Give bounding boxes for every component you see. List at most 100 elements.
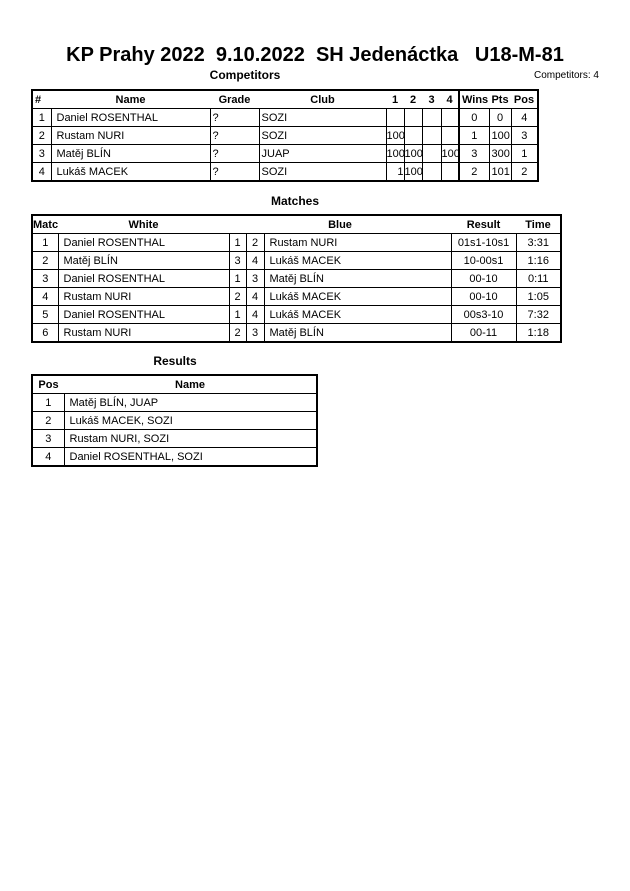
- cell: Matěj BLÍN: [57, 251, 230, 270]
- cell: [403, 108, 423, 127]
- cell: Rustam NURI: [263, 233, 452, 252]
- col-header: Pos: [511, 89, 538, 109]
- cell: 4: [31, 287, 59, 306]
- cell: 2: [510, 162, 539, 182]
- cell: [440, 162, 460, 182]
- cell: 1: [31, 108, 52, 127]
- cell: 6: [31, 323, 59, 343]
- cell: 7:32: [515, 305, 562, 324]
- col-result: Result: [451, 214, 516, 234]
- cell: 100: [403, 162, 423, 182]
- match-row: 5 Daniel ROSENTHAL 1 4 Lukáš MACEK 00s3-10 7:3…: [31, 305, 562, 324]
- cell: 101: [488, 162, 512, 182]
- cell: [440, 126, 460, 145]
- col-name: Name: [64, 374, 317, 394]
- col-header: 4: [441, 89, 459, 109]
- cell: 100: [403, 144, 423, 163]
- cell: [385, 108, 405, 127]
- cell: SOZI: [258, 108, 387, 127]
- cell: Matěj BLÍN: [263, 269, 452, 288]
- cell: 4: [510, 108, 539, 127]
- page-title: KP Prahy 2022 9.10.2022 SH Jedenáctka U1…: [66, 44, 564, 66]
- cell: Daniel ROSENTHAL: [57, 269, 230, 288]
- cell: 0: [458, 108, 490, 127]
- cell: 4: [245, 251, 265, 270]
- col-header: 2: [404, 89, 422, 109]
- cell: Rustam NURI: [57, 287, 230, 306]
- cell: Matěj BLÍN: [50, 144, 211, 163]
- cell: Rustam NURI: [50, 126, 211, 145]
- cell: 100: [440, 144, 460, 163]
- col-time: Time: [516, 214, 561, 234]
- cell: Daniel ROSENTHAL: [50, 108, 211, 127]
- cell: 3: [245, 323, 265, 343]
- cell: 00-10: [450, 269, 517, 288]
- cell: [421, 108, 442, 127]
- cell: 2: [31, 126, 52, 145]
- col-header: #: [32, 89, 51, 109]
- competitors-count: Competitors: 4: [533, 70, 599, 81]
- cell: SOZI: [258, 162, 387, 182]
- cell: 1: [31, 393, 65, 412]
- match-row: 6 Rustam NURI 2 3 Matěj BLÍN 00-11 1:18: [31, 323, 562, 343]
- cell: 100: [488, 126, 512, 145]
- results-table: Pos Name 1 Matěj BLÍN, JUAP 2 Lukáš MACEK, …: [31, 374, 318, 467]
- cell: 00s3-10: [450, 305, 517, 324]
- col-header: Wins: [458, 89, 489, 109]
- cell: Matěj BLÍN, JUAP: [63, 393, 318, 412]
- cell: 1: [510, 144, 539, 163]
- cell: 100: [385, 144, 405, 163]
- cell: Matěj BLÍN: [263, 323, 452, 343]
- cell: [421, 126, 442, 145]
- cell: 4: [31, 447, 65, 467]
- cell: 3: [228, 251, 247, 270]
- competitor-row: 4 Lukáš MACEK? SOZI 1 100 2 101 2: [31, 162, 539, 182]
- cell: 2: [31, 411, 65, 430]
- cell: Daniel ROSENTHAL: [57, 305, 230, 324]
- cell: ?: [209, 108, 260, 127]
- col-pos: Pos: [32, 374, 64, 394]
- col-header: Pts: [489, 89, 511, 109]
- cell: 1: [458, 126, 490, 145]
- cell: 1:05: [515, 287, 562, 306]
- match-row: 3 Daniel ROSENTHAL 1 3 Matěj BLÍN 00-10 0:11: [31, 269, 562, 288]
- cell: [440, 108, 460, 127]
- competitor-row: 3 Matěj BLÍN? JUAP 100 100 100 3 300 1: [31, 144, 539, 163]
- cell: Lukáš MACEK: [263, 305, 452, 324]
- col-match: Match: [32, 214, 58, 234]
- cell: Rustam NURI: [57, 323, 230, 343]
- cell: 2: [31, 251, 59, 270]
- cell: 00-10: [450, 287, 517, 306]
- col-header: Grade: [210, 89, 259, 109]
- competitors-heading: Competitors: [209, 68, 281, 82]
- cell: 300: [488, 144, 512, 163]
- col-white: White: [58, 214, 229, 234]
- cell: 3: [458, 144, 490, 163]
- cell: 10-00s1: [450, 251, 517, 270]
- match-row: 4 Rustam NURI 2 4 Lukáš MACEK 00-10 1:05: [31, 287, 562, 306]
- competitors-table: # Name Grade Club 1 2 3 4 Wins Pts Pos 1 Daniel ROS…: [31, 89, 539, 182]
- competitor-row: 2 Rustam NURI? SOZI 100 1 100 3: [31, 126, 539, 145]
- result-row: 1 Matěj BLÍN, JUAP: [31, 393, 318, 412]
- col-header: 3: [422, 89, 441, 109]
- cell: 3:31: [515, 233, 562, 252]
- cell: Lukáš MACEK: [263, 251, 452, 270]
- result-row: 4 Daniel ROSENTHAL, SOZI: [31, 447, 318, 467]
- cell: Daniel ROSENTHAL, SOZI: [63, 447, 318, 467]
- cell: 0:11: [515, 269, 562, 288]
- cell: SOZI: [258, 126, 387, 145]
- cell: 1:16: [515, 251, 562, 270]
- col-header: 1: [386, 89, 404, 109]
- cell: Lukáš MACEK, SOZI: [63, 411, 318, 430]
- col-header: Name: [51, 89, 210, 109]
- cell: 1: [385, 162, 405, 182]
- col-header: Club: [259, 89, 386, 109]
- matches-heading: Matches: [270, 194, 320, 208]
- cell: 100: [385, 126, 405, 145]
- cell: 4: [31, 162, 52, 182]
- cell: [421, 162, 442, 182]
- cell: 4: [245, 287, 265, 306]
- cell: 1:18: [515, 323, 562, 343]
- results-heading: Results: [153, 354, 197, 368]
